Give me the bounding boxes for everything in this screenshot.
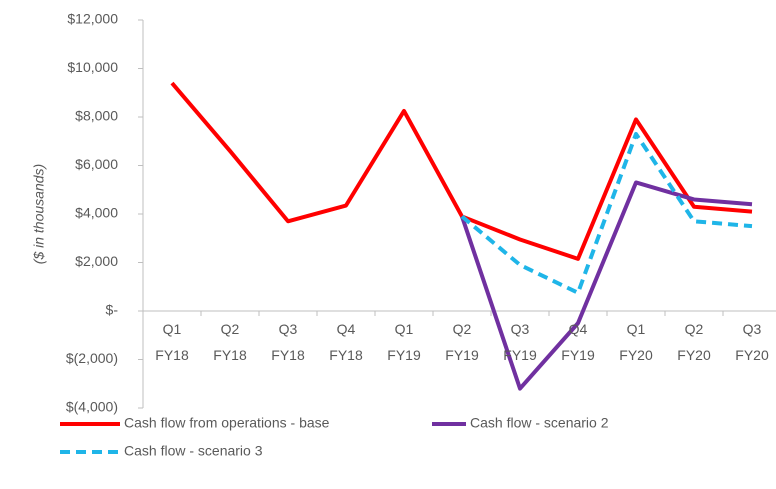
series-line [460, 180, 753, 391]
x-tick-label: Q3 FY18 [271, 321, 305, 363]
x-tick-label: Q2 FY20 [677, 321, 711, 363]
y-tick-label: $(4,000) [66, 399, 118, 415]
x-tick-label: Q4 FY19 [561, 321, 595, 363]
y-tick-label: $4,000 [75, 205, 118, 221]
x-tick-label: Q3 FY20 [735, 321, 769, 363]
series-line [170, 81, 753, 261]
y-tick-label: $8,000 [75, 108, 118, 124]
y-tick-label: $10,000 [67, 59, 118, 75]
y-axis-label: ($ in thousands) [31, 164, 47, 264]
x-tick-label: Q1 FY18 [155, 321, 189, 363]
y-tick-label: $(2,000) [66, 350, 118, 366]
x-tick-label: Q1 FY19 [387, 321, 421, 363]
x-tick-label: Q3 FY19 [503, 321, 537, 363]
legend-label: Cash flow - scenario 3 [124, 443, 263, 459]
legend-label: Cash flow from operations - base [124, 415, 330, 431]
legend-label: Cash flow - scenario 2 [470, 415, 609, 431]
y-tick-label: $2,000 [75, 253, 118, 269]
x-tick-label: Q4 FY18 [329, 321, 363, 363]
series-line [460, 131, 753, 295]
y-tick-label: $6,000 [75, 156, 118, 172]
x-tick-label: Q2 FY19 [445, 321, 479, 363]
y-tick-label: $12,000 [67, 11, 118, 27]
y-tick-label: $- [106, 302, 119, 318]
x-tick-label: Q1 FY20 [619, 321, 653, 363]
x-tick-label: Q2 FY18 [213, 321, 247, 363]
